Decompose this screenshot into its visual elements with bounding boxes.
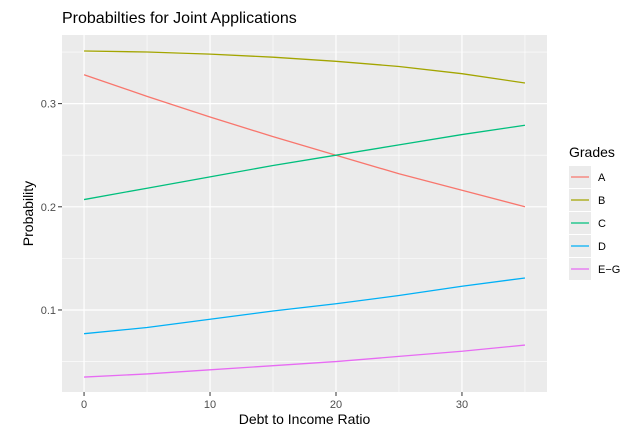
x-tick-label: 10: [204, 399, 216, 411]
legend-label: A: [598, 172, 606, 184]
series-line: [83, 74, 526, 208]
legend-label: C: [598, 218, 606, 230]
series-line: [84, 344, 526, 378]
y-tick-label: 0.2: [41, 202, 56, 214]
grid-minor: [62, 35, 547, 392]
series-line: [83, 277, 526, 335]
grid-major: [62, 35, 547, 392]
x-axis: 0 10 20 30: [81, 392, 468, 411]
x-tick-label: 0: [81, 399, 87, 411]
series-line: [83, 124, 526, 201]
legend-label: E−G: [598, 264, 620, 276]
series-line: [84, 50, 526, 84]
y-tick-label: 0.3: [41, 99, 56, 111]
chart-title: Probabilties for Joint Applications: [62, 10, 297, 27]
legend-title: Grades: [569, 144, 615, 160]
series-lines: [83, 50, 526, 378]
y-axis: 0.1 0.2 0.3: [41, 99, 62, 317]
x-tick-label: 20: [330, 399, 342, 411]
legend-label: B: [598, 195, 605, 207]
y-axis-title: Probability: [20, 181, 36, 246]
x-axis-title: Debt to Income Ratio: [239, 411, 371, 427]
x-tick-label: 30: [456, 399, 468, 411]
plot-panel: [62, 35, 547, 392]
y-tick-label: 0.1: [41, 305, 56, 317]
legend-label: D: [598, 241, 606, 253]
